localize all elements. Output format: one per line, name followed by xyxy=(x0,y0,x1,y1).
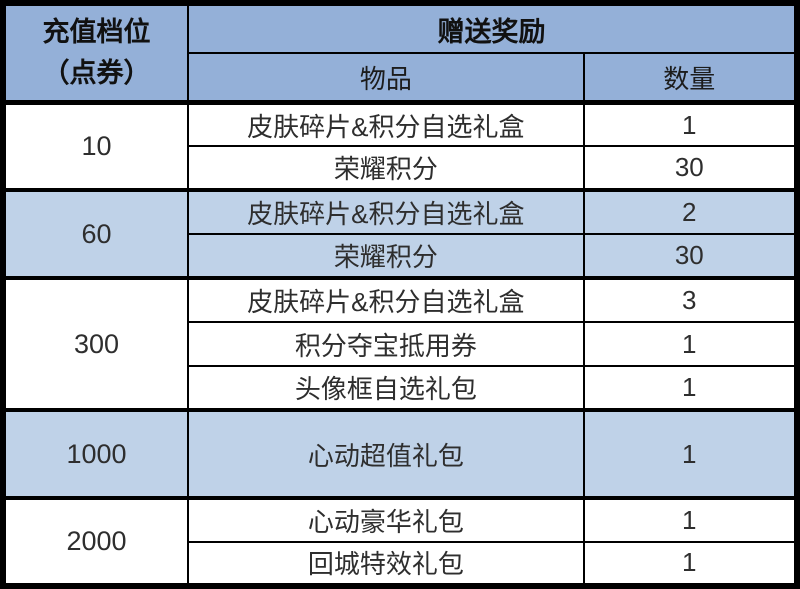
header-tier: 充值档位 （点券） xyxy=(1,1,190,105)
tier-cell-1000: 1000 xyxy=(1,408,190,499)
qty-cell: 1 xyxy=(582,100,799,148)
qty-cell: 1 xyxy=(582,408,799,499)
qty-cell: 1 xyxy=(582,540,799,588)
tier-cell-60: 60 xyxy=(1,188,190,280)
item-cell: 皮肤碎片&积分自选礼盒 xyxy=(187,276,585,324)
tier-cell-2000: 2000 xyxy=(1,496,190,587)
item-cell: 荣耀积分 xyxy=(187,145,585,192)
qty-cell: 1 xyxy=(582,321,799,368)
header-row-top: 充值档位 （点券） 赠送奖励 xyxy=(1,1,798,105)
qty-cell: 30 xyxy=(582,145,799,192)
table-row: 60 皮肤碎片&积分自选礼盒 2 xyxy=(1,188,799,280)
item-cell: 回城特效礼包 xyxy=(187,540,585,588)
tier-cell-10: 10 xyxy=(1,100,190,192)
item-cell: 皮肤碎片&积分自选礼盒 xyxy=(187,100,585,148)
table-row: 10 皮肤碎片&积分自选礼盒 1 xyxy=(1,100,799,192)
table-row: 荣耀积分 30 xyxy=(3,145,799,192)
header-row-sub: 物品 数量 xyxy=(3,52,799,105)
item-cell: 积分夺宝抵用券 xyxy=(187,321,585,368)
table-row: 300 皮肤碎片&积分自选礼盒 3 xyxy=(1,276,799,412)
table-row: 积分夺宝抵用券 1 xyxy=(3,321,799,368)
header-quantity: 数量 xyxy=(582,52,799,105)
tier-cell-300: 300 xyxy=(1,276,190,412)
qty-cell: 30 xyxy=(582,233,799,280)
qty-cell: 1 xyxy=(582,496,799,543)
item-cell: 头像框自选礼包 xyxy=(187,365,585,412)
item-cell: 荣耀积分 xyxy=(187,233,585,280)
header-item: 物品 xyxy=(187,52,585,105)
item-cell: 皮肤碎片&积分自选礼盒 xyxy=(187,188,585,236)
table-row: 头像框自选礼包 1 xyxy=(3,365,799,412)
table-row: 荣耀积分 30 xyxy=(3,233,799,280)
table-row: 2000 心动豪华礼包 1 xyxy=(1,496,799,587)
qty-cell: 3 xyxy=(582,276,799,324)
table-row: 回城特效礼包 1 xyxy=(3,540,799,588)
header-rewards: 赠送奖励 xyxy=(187,1,798,55)
table-row: 1000 心动超值礼包 1 xyxy=(1,408,799,499)
item-cell: 心动超值礼包 xyxy=(187,408,585,499)
item-cell: 心动豪华礼包 xyxy=(187,496,585,543)
qty-cell: 2 xyxy=(582,188,799,236)
qty-cell: 1 xyxy=(582,365,799,412)
